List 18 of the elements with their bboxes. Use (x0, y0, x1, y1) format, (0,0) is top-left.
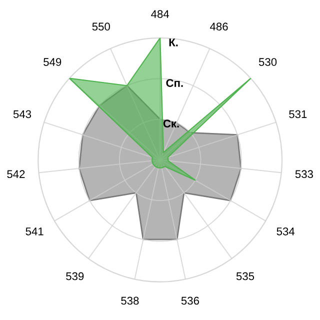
y-tick-label: Сп. (166, 79, 183, 87)
spoke-label: 550 (92, 22, 110, 31)
spoke-label: 530 (258, 58, 277, 66)
spoke-label: 534 (276, 227, 295, 236)
y-tick-label: Ск. (163, 120, 179, 128)
spoke-label: 549 (44, 58, 62, 66)
spoke-label: 538 (121, 296, 139, 305)
spoke-label: 535 (236, 272, 254, 280)
spoke-label: 531 (289, 110, 307, 118)
y-tick-label: К. (169, 38, 178, 46)
spoke-label: 486 (210, 22, 228, 31)
spoke-label: 539 (66, 272, 84, 280)
spoke-label: 543 (13, 110, 32, 118)
spoke-label: 542 (7, 170, 25, 178)
spoke-label: 536 (181, 296, 199, 305)
spoke-label: 533 (295, 170, 313, 178)
spoke-label: 541 (26, 228, 44, 236)
spoke-label: 484 (151, 10, 170, 18)
